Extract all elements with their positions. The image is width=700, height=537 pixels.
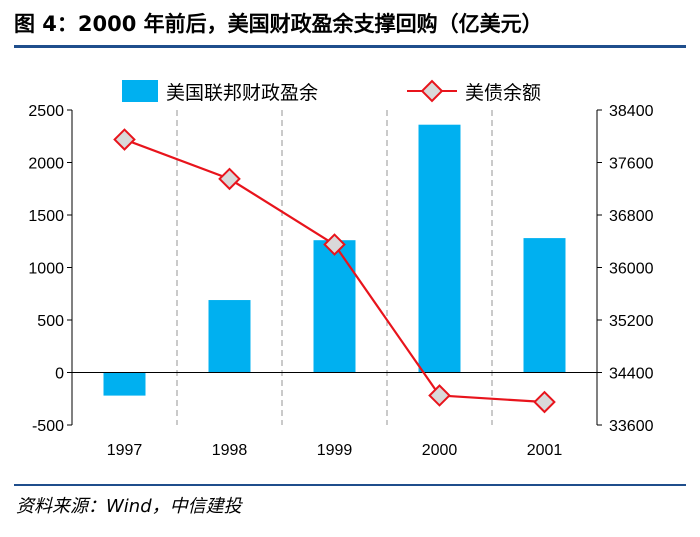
left-tick-label: -500 — [32, 418, 64, 435]
bar-1999 — [313, 240, 356, 373]
right-tick-label: 36800 — [609, 208, 654, 225]
x-tick-label: 2000 — [422, 442, 458, 459]
x-tick-label: 1998 — [212, 442, 248, 459]
right-tick-label: 33600 — [609, 418, 654, 435]
legend: 美国联邦财政盈余 美债余额 — [122, 79, 541, 104]
bar-1997 — [103, 372, 146, 396]
left-tick-label: 0 — [55, 366, 64, 383]
x-tick-label: 2001 — [527, 442, 563, 459]
left-tick-label: 2500 — [28, 103, 64, 120]
bar-2001 — [523, 238, 566, 373]
figure-title: 图 4：2000 年前后，美国财政盈余支撑回购（亿美元） — [14, 12, 543, 36]
legend-line-marker — [420, 79, 444, 103]
left-tick-label: 1500 — [28, 208, 64, 225]
bar-series — [103, 124, 566, 396]
right-tick-label: 34400 — [609, 366, 654, 383]
legend-bar-label: 美国联邦财政盈余 — [166, 82, 318, 104]
left-axis-ticks: -500 0 500 1000 1500 2000 2500 — [28, 103, 72, 435]
bar-1998 — [208, 300, 251, 373]
right-axis-ticks: 33600 34400 35200 36000 36800 37600 38400 — [597, 103, 654, 435]
right-tick-label: 37600 — [609, 156, 654, 173]
left-tick-label: 500 — [37, 313, 64, 330]
right-tick-label: 36000 — [609, 261, 654, 278]
line-series — [113, 128, 556, 414]
line-point-1999 — [323, 233, 346, 256]
x-tick-label: 1999 — [317, 442, 353, 459]
bar-2000 — [418, 124, 461, 373]
line-point-2001 — [533, 390, 556, 414]
line-point-1998 — [218, 167, 241, 191]
line-point-1997 — [113, 128, 136, 151]
x-tick-label: 1997 — [107, 442, 143, 459]
right-tick-label: 35200 — [609, 313, 654, 330]
source-note: 资料来源：Wind，中信建投 — [16, 496, 242, 517]
left-tick-label: 2000 — [28, 156, 64, 173]
title-rule — [14, 45, 686, 48]
right-tick-label: 38400 — [609, 103, 654, 120]
line-point-2000 — [428, 384, 451, 407]
x-axis-ticks: 1997 1998 1999 2000 2001 — [107, 442, 563, 459]
legend-bar-swatch — [122, 80, 158, 102]
legend-line-label: 美债余额 — [465, 82, 541, 104]
bottom-rule — [14, 484, 686, 486]
left-tick-label: 1000 — [28, 261, 64, 278]
